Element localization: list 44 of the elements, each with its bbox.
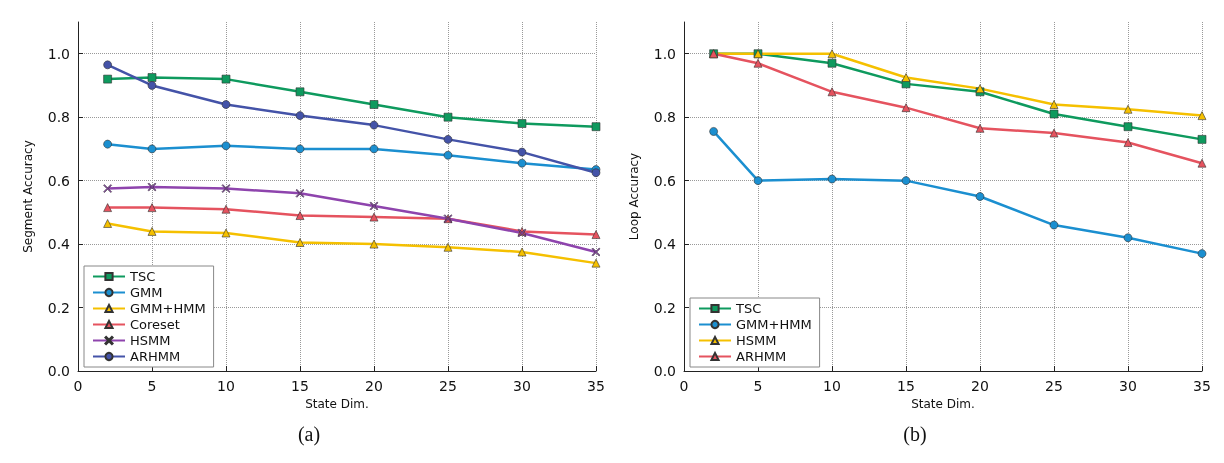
text: (b) [903, 423, 927, 446]
x-tick-label: 35 [587, 378, 605, 394]
y-tick-label: 0.6 [653, 172, 677, 189]
x-tick-label: 25 [439, 378, 457, 394]
x-axis-title: State Dim. [911, 396, 975, 411]
y-tick-label: 0.8 [47, 109, 70, 126]
y-tick-label: 0.0 [653, 363, 676, 379]
x-tick-label: 20 [971, 378, 989, 394]
y-axis-title: Loop Accuracy [627, 152, 641, 241]
y-axis-title: Segment Accuracy [21, 140, 35, 253]
x-tick-label: 10 [217, 378, 235, 394]
legend-label: TSC [735, 301, 762, 316]
y-tick-label: 0.0 [47, 363, 70, 379]
legend-label: Coreset [130, 317, 180, 332]
x-tick-label: 30 [513, 378, 531, 394]
y-tick-label: 0.4 [653, 236, 677, 253]
x-tick-label: 15 [291, 378, 309, 394]
legend-label: GMM [130, 285, 163, 300]
y-tick-label: 1.0 [47, 45, 70, 62]
y-tick-label: 0.6 [47, 172, 71, 189]
y-tick-label: 0.2 [653, 299, 676, 316]
y-tick-label: 1.0 [653, 45, 676, 62]
legend-label: ARHMM [130, 349, 181, 364]
x-axis-title: State Dim. [305, 396, 369, 411]
legend-label: TSC [129, 269, 156, 284]
x-tick-label: 15 [897, 378, 915, 394]
legend-label: ARHMM [736, 349, 787, 364]
x-tick-label: 10 [823, 378, 841, 394]
legend-label: HSMM [130, 333, 171, 348]
y-tick-label: 0.2 [47, 299, 70, 316]
text: (a) [297, 423, 321, 446]
x-tick-label: 0 [679, 378, 689, 394]
y-tick-label: 0.4 [47, 236, 71, 253]
legend-label: HSMM [736, 333, 777, 348]
x-tick-label: 25 [1045, 378, 1063, 394]
x-tick-label: 30 [1119, 378, 1137, 394]
legend-label: GMM+HMM [130, 301, 206, 316]
x-tick-label: 5 [147, 378, 157, 394]
legend-label: GMM+HMM [736, 317, 812, 332]
x-tick-label: 0 [73, 378, 83, 394]
x-tick-label: 20 [365, 378, 383, 394]
x-tick-label: 35 [1193, 378, 1211, 394]
y-tick-label: 0.8 [653, 109, 676, 126]
x-tick-label: 5 [753, 378, 763, 394]
